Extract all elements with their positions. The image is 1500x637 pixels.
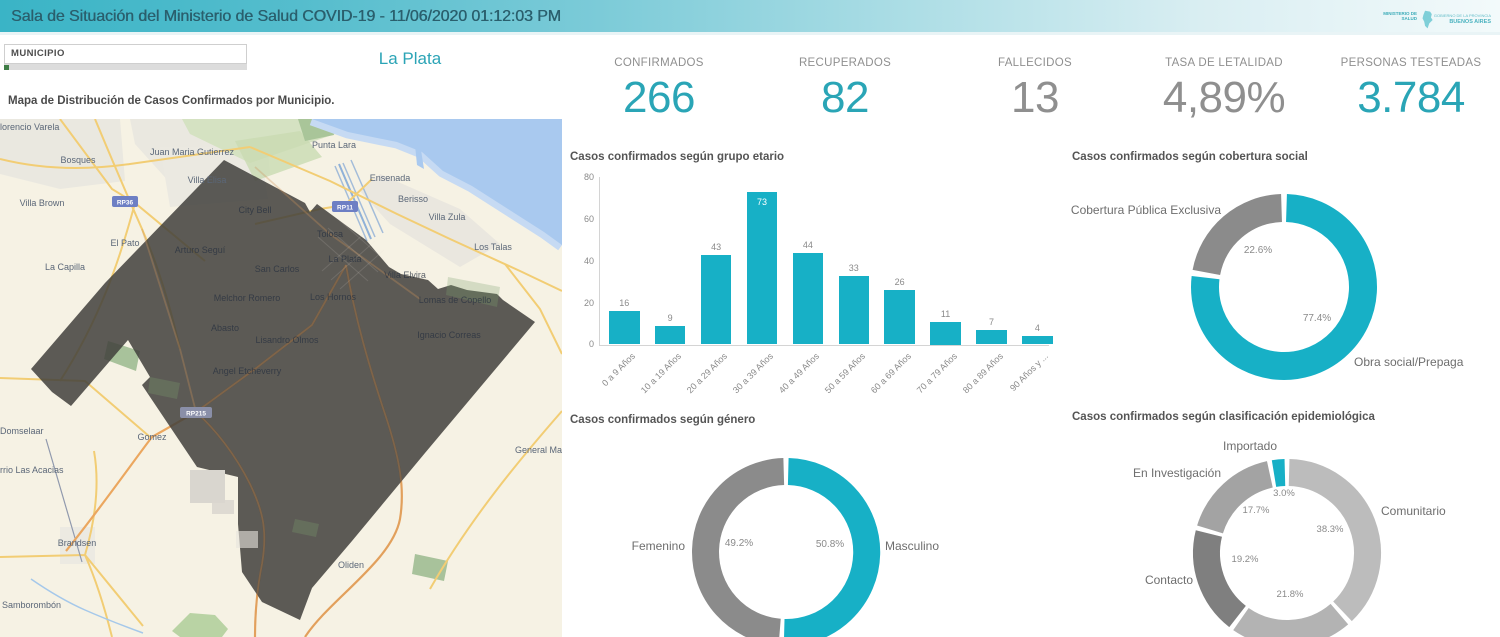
svg-text:Ignacio Correas: Ignacio Correas	[417, 330, 481, 340]
svg-text:La Plata: La Plata	[328, 254, 361, 264]
svg-text:Bosques: Bosques	[60, 155, 96, 165]
svg-text:Villa Elisa: Villa Elisa	[188, 175, 227, 185]
svg-text:Arturo Seguí: Arturo Seguí	[175, 245, 226, 255]
svg-text:Villa Zula: Villa Zula	[429, 212, 466, 222]
svg-text:lorencio Varela: lorencio Varela	[0, 122, 59, 132]
svg-text:RP215: RP215	[186, 411, 206, 418]
svg-text:Samborombón: Samborombón	[2, 600, 61, 610]
svg-text:Abasto: Abasto	[211, 323, 239, 333]
svg-text:Gomez: Gomez	[137, 432, 167, 442]
svg-text:Ensenada: Ensenada	[370, 173, 411, 183]
svg-text:Lisandro Olmos: Lisandro Olmos	[255, 335, 319, 345]
svg-text:RP11: RP11	[337, 205, 353, 212]
svg-text:Punta Lara: Punta Lara	[312, 140, 356, 150]
svg-text:RP36: RP36	[117, 200, 134, 207]
svg-text:Juan Maria Gutierrez: Juan Maria Gutierrez	[150, 147, 235, 157]
svg-text:Angel Etcheverry: Angel Etcheverry	[213, 366, 282, 376]
svg-text:Berisso: Berisso	[398, 194, 428, 204]
svg-text:Oliden: Oliden	[338, 560, 364, 570]
svg-text:Villa Brown: Villa Brown	[20, 198, 65, 208]
svg-text:City Bell: City Bell	[238, 205, 271, 215]
svg-text:El Pato: El Pato	[110, 238, 139, 248]
svg-text:La Capilla: La Capilla	[45, 262, 85, 272]
svg-text:Brandsen: Brandsen	[58, 538, 97, 548]
svg-text:Tolosa: Tolosa	[317, 229, 343, 239]
svg-text:San Carlos: San Carlos	[255, 264, 300, 274]
svg-text:Domselaar: Domselaar	[0, 426, 44, 436]
svg-text:Los Talas: Los Talas	[474, 242, 512, 252]
svg-text:Los Hornos: Los Hornos	[310, 292, 357, 302]
svg-text:Melchor Romero: Melchor Romero	[214, 293, 281, 303]
svg-text:Lomas de Copello: Lomas de Copello	[419, 295, 492, 305]
svg-text:Villa Elvira: Villa Elvira	[384, 270, 426, 280]
svg-text:rrio Las Acacias: rrio Las Acacias	[0, 465, 64, 475]
svg-text:General Mar: General Mar	[515, 445, 562, 455]
